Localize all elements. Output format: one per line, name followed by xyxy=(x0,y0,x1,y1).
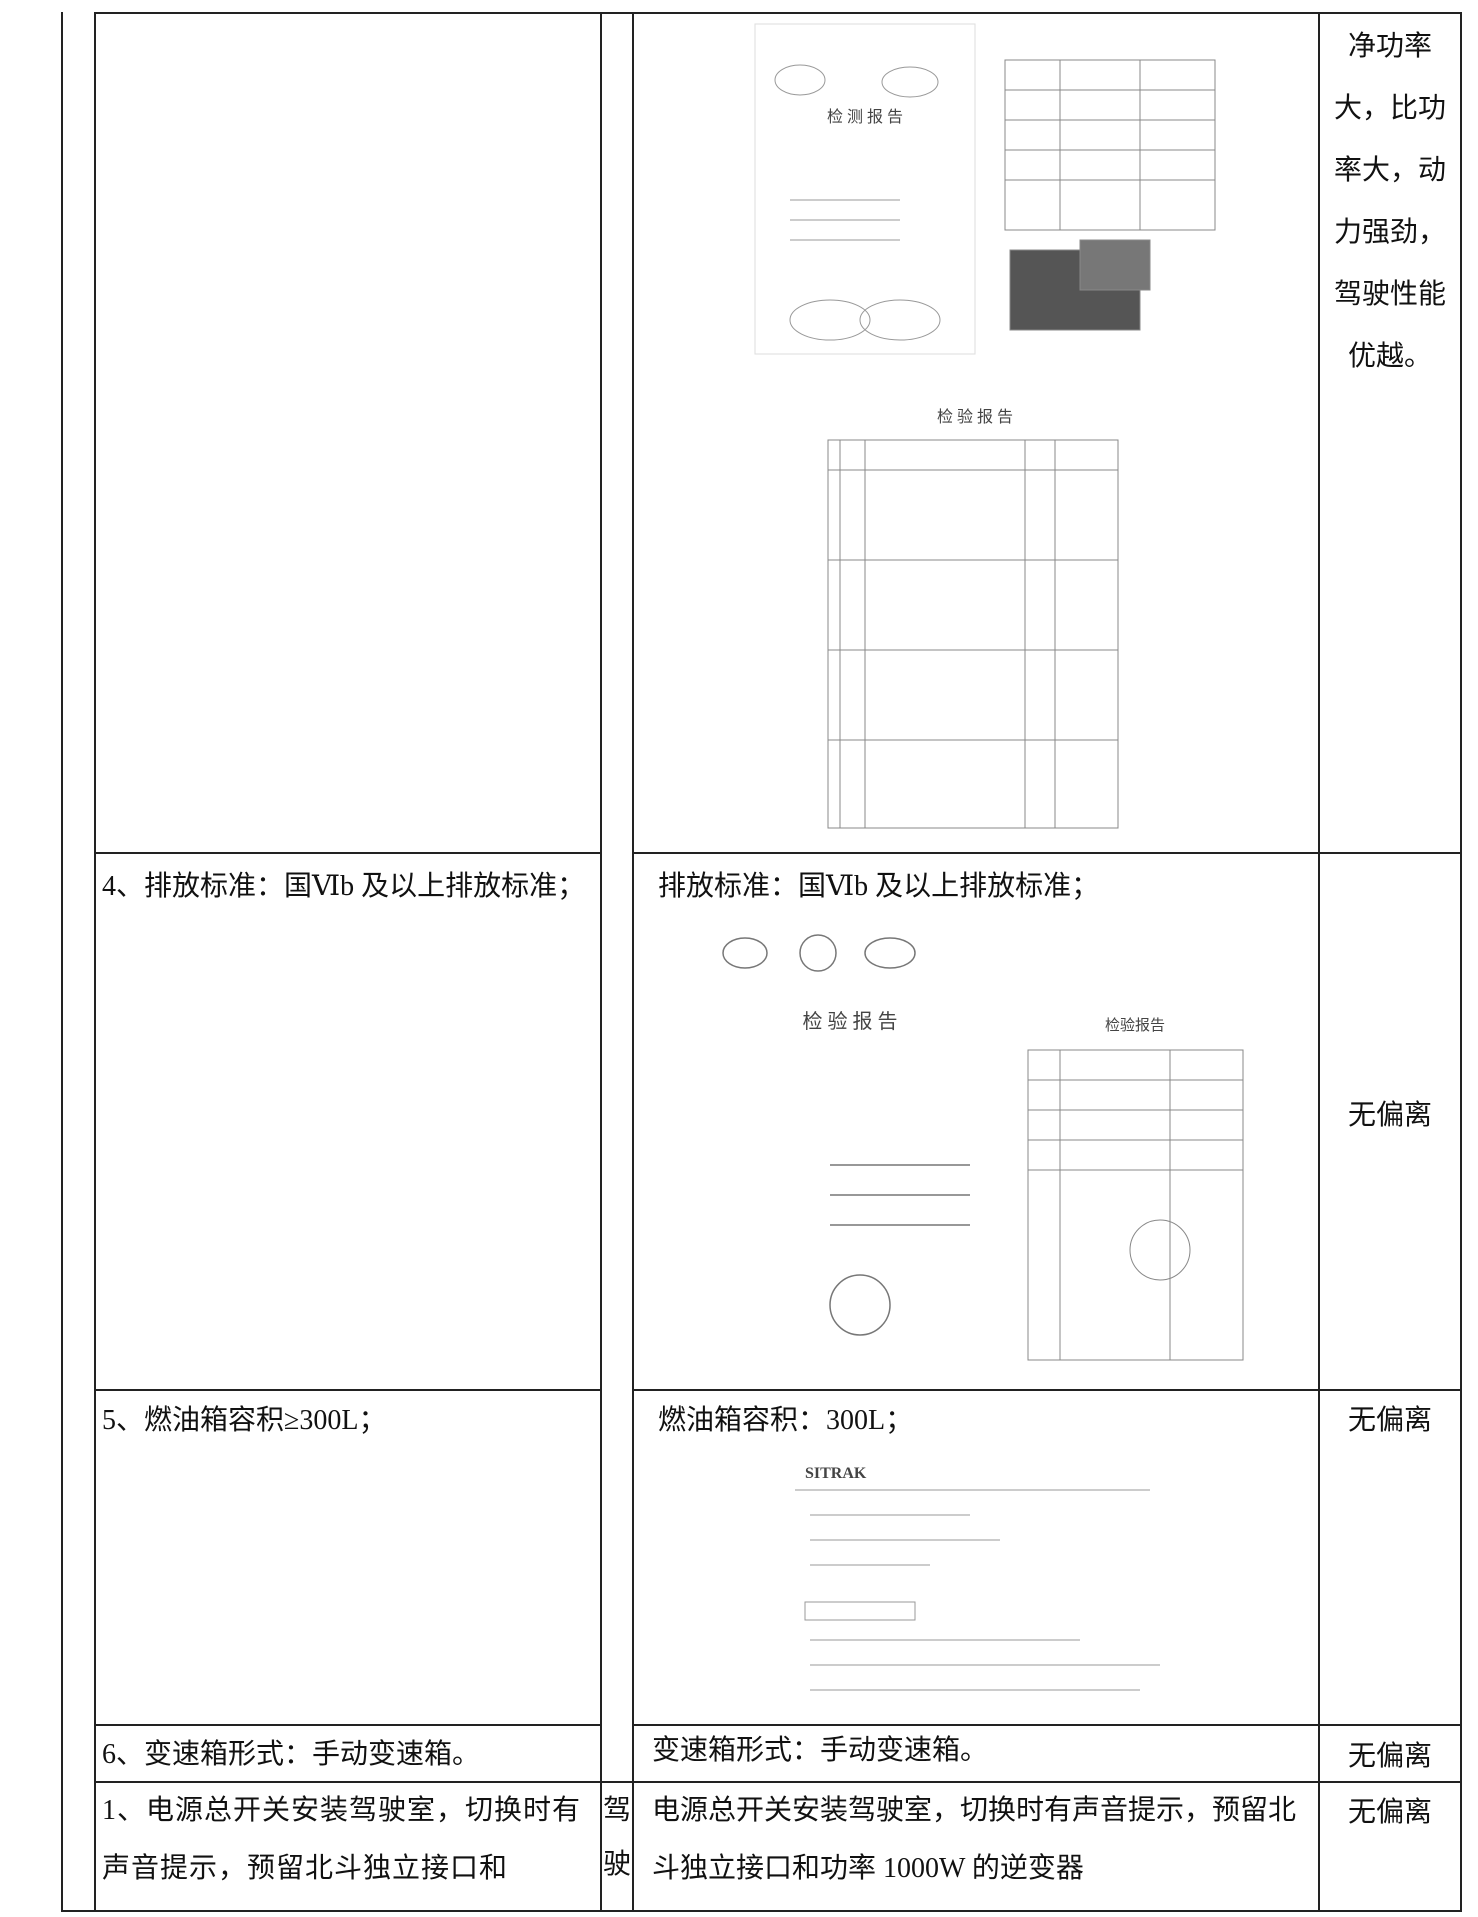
border xyxy=(1460,12,1462,1912)
deviation: 无偏离 xyxy=(1347,1100,1432,1131)
border xyxy=(94,12,1462,14)
report-scan xyxy=(754,23,976,355)
response: 燃油箱容积：300L； xyxy=(658,1405,914,1436)
border xyxy=(632,12,634,1912)
image-caption: SITRAK xyxy=(805,1465,867,1482)
border xyxy=(600,12,602,1912)
category: 驾驶 xyxy=(602,1795,631,1880)
border xyxy=(1318,12,1320,1912)
image-caption: 检 验 报 告 xyxy=(803,1010,898,1033)
response: 电源总开关安装驾驶室，切换时有声音提示，预留北斗独立接口和功率 1000W 的逆… xyxy=(652,1795,1297,1884)
requirement: 4、排放标准：国Ⅵb 及以上排放标准； xyxy=(102,871,586,902)
border xyxy=(94,852,602,854)
image-caption: 检 测 报 告 xyxy=(827,108,903,126)
image-caption: 检验报告 xyxy=(1105,1017,1165,1034)
report-scan xyxy=(1027,1049,1244,1361)
border xyxy=(94,1724,602,1726)
requirement: 5、燃油箱容积≥300L； xyxy=(102,1405,387,1436)
image-caption: 检 验 报 告 xyxy=(937,408,1013,426)
deviation: 无偏离 xyxy=(1347,1741,1432,1772)
requirement: 6、变速箱形式：手动变速箱。 xyxy=(102,1739,481,1770)
deviation: 无偏离 xyxy=(1347,1405,1432,1436)
border xyxy=(632,852,1462,854)
border xyxy=(632,1724,1462,1726)
border xyxy=(94,1781,1462,1783)
report-scan xyxy=(1004,59,1216,331)
response: 变速箱形式：手动变速箱。 xyxy=(652,1735,989,1766)
border xyxy=(61,1910,1462,1912)
report-scan xyxy=(722,934,970,1336)
deviation: 净功率大，比功率大，动力强劲，驾驶性能优越。 xyxy=(1333,31,1446,372)
report-scan xyxy=(795,1489,1160,1691)
border xyxy=(61,12,63,1912)
border xyxy=(632,1389,1462,1391)
requirement: 1、电源总开关安装驾驶室，切换时有声音提示，预留北斗独立接口和 xyxy=(102,1795,582,1884)
border xyxy=(94,12,96,1912)
report-scan xyxy=(827,439,1119,829)
response: 排放标准：国Ⅵb 及以上排放标准； xyxy=(658,871,1100,902)
border xyxy=(94,1389,602,1391)
deviation: 无偏离 xyxy=(1347,1797,1432,1828)
